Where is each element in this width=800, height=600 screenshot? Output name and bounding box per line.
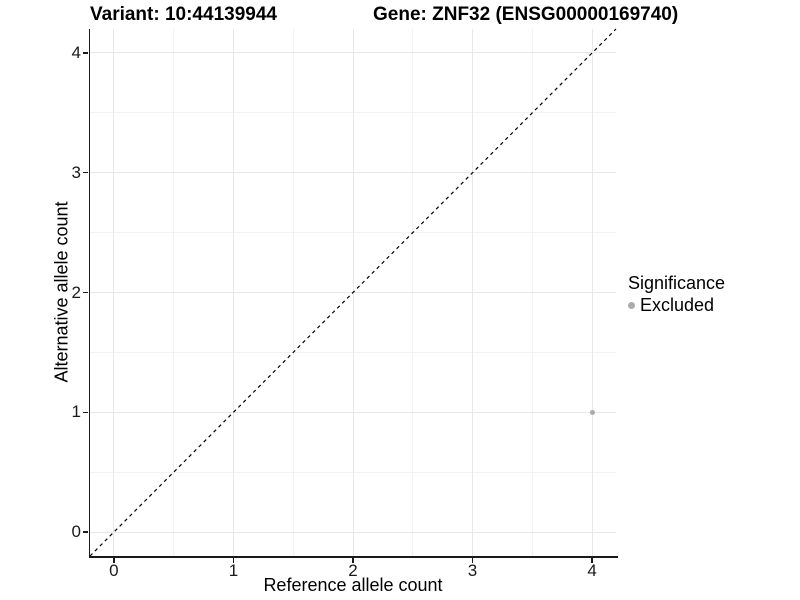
y-major-gridline [90,52,616,54]
variant-title: Variant: 10:44139944 [90,4,277,25]
x-tick-label: 2 [348,561,358,580]
y-tick-mark [83,411,88,414]
legend-marker-circle-icon [628,301,635,309]
y-tick-mark [83,171,88,174]
x-tick-mark [352,558,354,563]
x-tick-label: 0 [109,561,119,580]
x-tick-mark [113,558,115,563]
data-point-excluded [589,409,595,415]
y-major-gridline [90,172,616,174]
y-tick-mark [83,52,88,54]
x-axis-title: Reference allele count [263,575,443,595]
identity-line [89,28,617,557]
y-tick-label: 2 [71,282,81,302]
x-tick-label: 4 [587,561,597,580]
y-tick-label: 0 [71,522,81,542]
x-tick-label: 3 [467,561,478,580]
legend: Significance Excluded [628,272,725,315]
x-tick-mark [232,558,235,563]
y-tick-mark [83,531,88,533]
y-axis-line [88,29,90,558]
legend-title: Significance [628,273,726,293]
x-axis-line [88,556,618,558]
y-tick-label: 4 [71,42,81,62]
plot-panel [90,29,616,556]
gene-title: Gene: ZNF32 (ENSG00000169740) [373,4,679,25]
x-tick-mark [471,558,474,563]
legend-item-label: Excluded [640,295,715,315]
x-tick-mark [591,558,593,563]
legend-item-excluded: Excluded [628,295,725,315]
x-tick-label: 1 [228,561,239,580]
y-major-gridline [90,531,616,533]
y-major-gridline [90,411,616,413]
y-tick-mark [83,291,88,294]
y-tick-label: 1 [71,402,81,422]
y-tick-label: 3 [71,162,81,182]
